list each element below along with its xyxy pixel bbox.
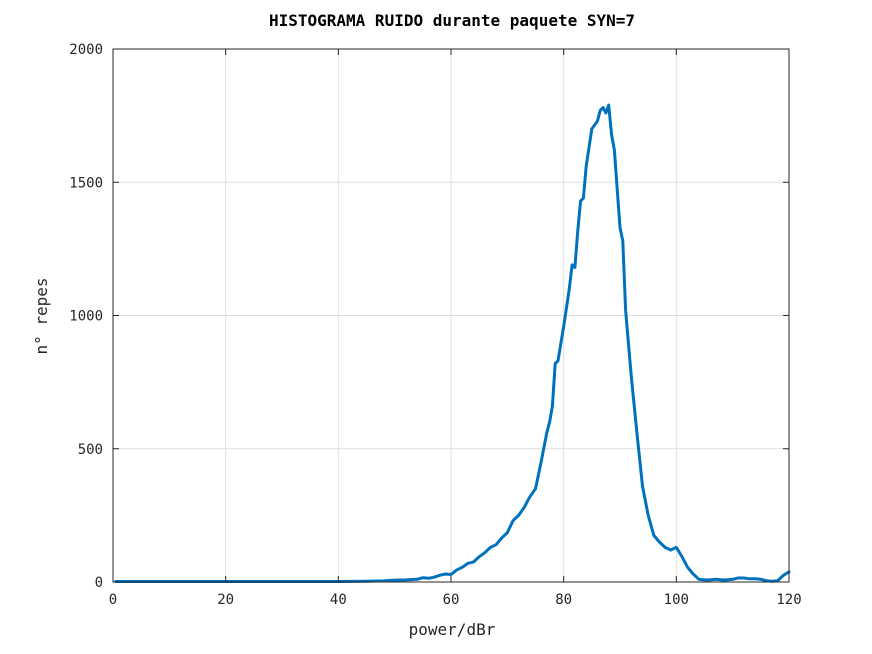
x-tick-label: 40 [330, 592, 347, 608]
y-tick-label: 1000 [69, 309, 103, 325]
x-tick-label: 100 [664, 592, 689, 608]
x-tick-label: 80 [555, 592, 572, 608]
x-tick-label: 0 [109, 592, 117, 608]
y-tick-label: 2000 [69, 42, 103, 58]
series-layer [114, 103, 791, 583]
x-axis-label: power/dBr [409, 620, 496, 639]
y-tick-label: 0 [95, 575, 103, 591]
x-tick-label: 120 [776, 592, 801, 608]
grid-layer [112, 48, 790, 583]
x-tick-label: 60 [443, 592, 460, 608]
y-axis-label: n° repes [32, 277, 51, 354]
chart-title: HISTOGRAMA RUIDO durante paquete SYN=7 [269, 11, 635, 30]
y-tick-label: 500 [78, 442, 103, 458]
x-tick-label: 20 [217, 592, 234, 608]
ticks-layer: 0 20 40 60 80 100 120 0 500 1000 1500 2000 [69, 42, 801, 608]
series-line [114, 103, 791, 583]
y-tick-label: 1500 [69, 175, 103, 191]
